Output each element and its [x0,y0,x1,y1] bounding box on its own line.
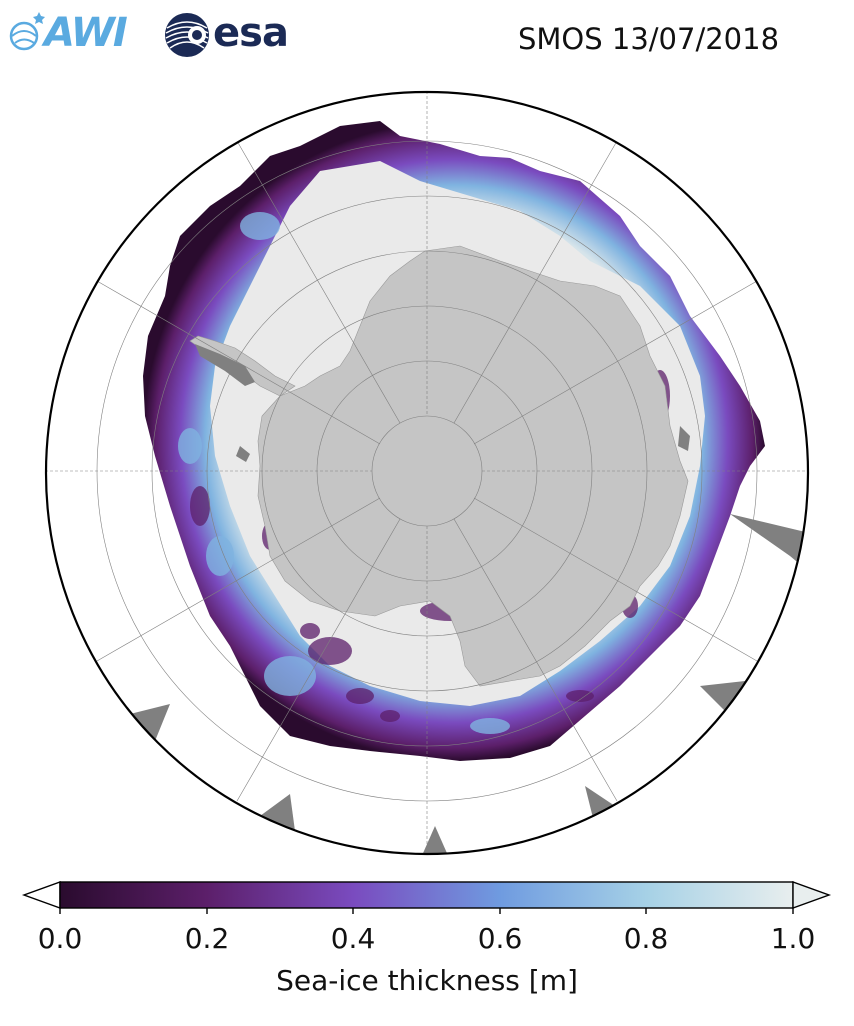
awi-logo: AWI [6,6,151,62]
map-boundary [44,90,810,856]
ice-shelves [195,344,690,462]
logo-bar: AWI esa [6,6,313,62]
colorbar-tick-label: 0.4 [330,922,376,955]
awi-satellite-icon [9,12,45,51]
colorbar-tick-label: 0.2 [184,922,230,955]
longitude-lines [46,92,808,854]
esa-logo-text: esa [213,10,289,56]
map-title: SMOS 13/07/2018 [518,22,780,56]
colorbar [21,881,832,914]
colorbar-label: Sea-ice thickness [m] [276,964,578,997]
antarctica-landmass [257,245,689,687]
colorbar-tick-label: 0.8 [623,922,669,955]
colorbar-tick-label: 0.6 [477,922,523,955]
polar-map [44,90,810,856]
colorbar-min-extend [21,881,61,909]
colorbar-tick-label: 0.0 [37,922,83,955]
awi-logo-text: AWI [44,10,128,56]
colorbar-ticks [59,908,794,914]
colorbar-tick-label: 1.0 [770,922,816,955]
colorbar-gradient [59,881,794,909]
colorbar-max-extend [792,881,832,909]
esa-emblem-icon [165,13,209,57]
esa-logo: esa [163,6,313,62]
rim-shelf-patches [130,514,808,854]
